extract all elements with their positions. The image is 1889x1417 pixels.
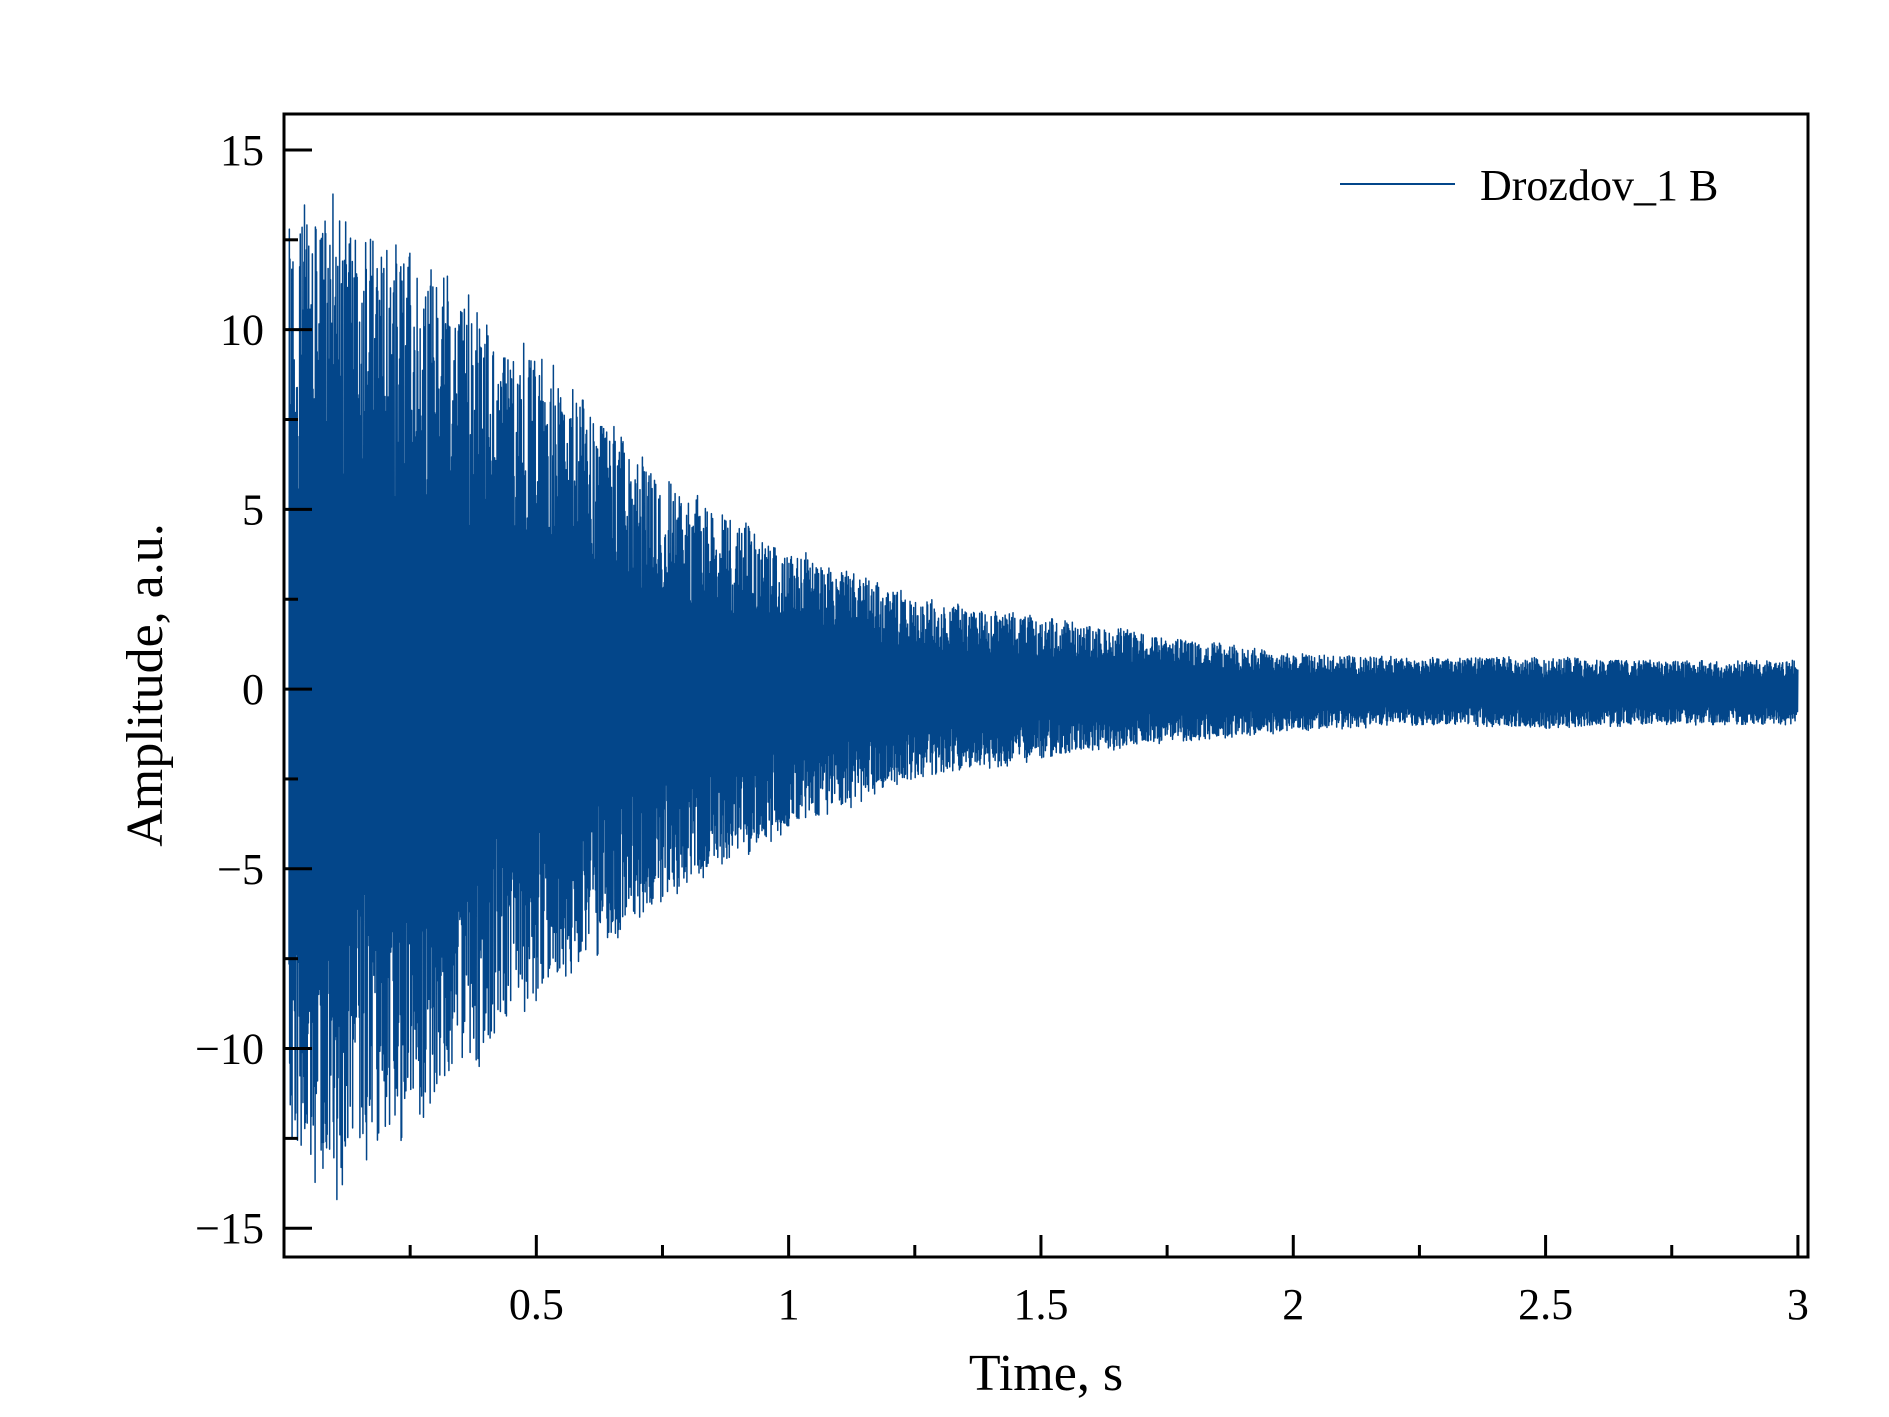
signal-line-drozdov-1-b	[288, 193, 1799, 1201]
signal-series-layer	[288, 193, 1799, 1201]
y-axis-label: Amplitude, a.u.	[117, 523, 174, 847]
x-tick-label: 2	[1282, 1280, 1304, 1329]
x-tick-label: 2.5	[1518, 1280, 1573, 1329]
y-tick-label: 5	[242, 485, 264, 534]
plot-frame	[282, 112, 1810, 1259]
x-tick-label: 3	[1787, 1280, 1809, 1329]
y-tick-label: 10	[220, 306, 264, 355]
y-tick-label: −10	[195, 1025, 264, 1074]
x-tick-label: 0.5	[509, 1280, 564, 1329]
y-tick-label: 15	[220, 126, 264, 175]
x-tick-label: 1	[778, 1280, 800, 1329]
axis-ticks: 0.5 1 1.5 2 2.5 3 −15 −10 −5 0 5 10 15	[195, 126, 1809, 1329]
y-tick-label: 0	[242, 665, 264, 714]
legend-label: Drozdov_1 B	[1480, 161, 1718, 210]
y-tick-label: −15	[195, 1204, 264, 1253]
y-tick-label: −5	[217, 845, 264, 894]
x-tick-label: 1.5	[1013, 1280, 1068, 1329]
x-axis-label: Time, s	[969, 1345, 1123, 1402]
legend: Drozdov_1 B	[1340, 161, 1718, 210]
